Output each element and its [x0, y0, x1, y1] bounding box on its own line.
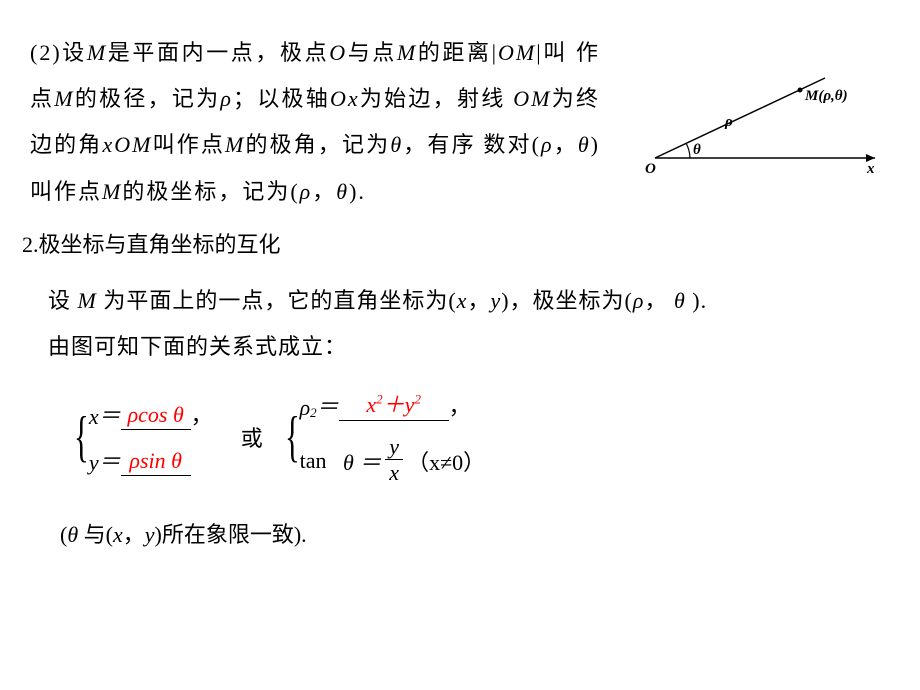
left-brace-icon: { — [74, 409, 89, 465]
equals: ＝ — [99, 398, 121, 430]
point-M — [798, 88, 803, 93]
eq-x: x＝ρcos θ， — [89, 398, 213, 430]
var-rho: ρ — [300, 179, 313, 204]
var-O: O — [329, 40, 347, 65]
text: 数对( — [483, 132, 541, 157]
polar-diagram: M(ρ,θ) ρ θ O x — [635, 58, 890, 178]
text: 的极坐标，记为( — [122, 179, 299, 204]
var-M: M — [102, 179, 122, 204]
text: 是平面内一点，极点 — [107, 40, 329, 65]
angle-arc — [686, 143, 690, 158]
var-M: M — [54, 86, 74, 111]
var-rho: ρ — [541, 132, 554, 157]
var-M: M — [397, 40, 417, 65]
text: 与( — [78, 522, 113, 547]
text: (2)设 — [30, 40, 87, 65]
or-text: 或 — [241, 421, 263, 453]
var-Ox: Ox — [330, 86, 360, 111]
text: ， — [312, 179, 336, 204]
paragraph-conversion: 设 M 为平面上的一点，它的直角坐标为(x，y)，极坐标为(ρ， θ ). — [48, 277, 890, 325]
left-brace-icon: { — [285, 409, 300, 465]
eq-tan: tan θ ＝ y x （x≠0） — [300, 435, 486, 487]
formula-block: { x＝ρcos θ， y＝ρsin θ 或 { ρ2＝x2＋y2， tan θ… — [68, 387, 890, 487]
var-theta: θ — [67, 522, 78, 547]
paragraph-relation: 由图可知下面的关系式成立： — [48, 325, 890, 369]
equals: ＝ — [317, 389, 339, 421]
brace-group-left: { x＝ρcos θ， y＝ρsin θ — [68, 398, 213, 476]
tail-note: (θ 与(x，y)所在象限一致). — [60, 517, 890, 549]
var-theta: θ — [336, 179, 349, 204]
answer-rho2: x2＋y2 — [339, 387, 449, 421]
text: ，有序 — [403, 132, 476, 157]
frac-num: y — [385, 435, 403, 460]
var-y: y — [490, 288, 501, 313]
comma: ， — [191, 398, 213, 430]
answer-y: ρsin θ — [121, 448, 191, 476]
var-M: M — [78, 288, 97, 313]
answer-x: ρcos θ — [121, 402, 191, 430]
eq-rho2: ρ2＝x2＋y2， — [300, 387, 486, 421]
condition: （x≠0） — [407, 445, 485, 477]
text: |叫 — [536, 40, 568, 65]
text: 设 — [48, 288, 78, 313]
var-rho: ρ — [220, 86, 233, 111]
label-x: x — [866, 161, 875, 177]
var-theta: θ — [578, 132, 591, 157]
var-theta: θ — [674, 288, 686, 313]
label-O: O — [645, 161, 656, 177]
var-xOM: xOM — [102, 132, 152, 157]
label-theta: θ — [693, 142, 701, 158]
text: 的极角，记为 — [245, 132, 390, 157]
comma: ， — [449, 389, 471, 421]
var-rho: ρ — [633, 288, 645, 313]
theta-eq: θ ＝ — [343, 445, 381, 477]
text: ， — [644, 288, 674, 313]
var-M: M — [87, 40, 107, 65]
paragraph-polar-def: (2)设M是平面内一点，极点O与点M的距离|OM|叫 作点M的极径，记为ρ；以极… — [30, 30, 600, 215]
text: )所在象限一致). — [155, 522, 307, 547]
var-M: M — [225, 132, 245, 157]
label-rho: ρ — [724, 114, 733, 130]
text: 为平面上的一点，它的直角坐标为( — [97, 288, 457, 313]
var-x: x — [113, 522, 123, 547]
lhs: ρ — [300, 395, 311, 421]
text: 为始边，射线 — [360, 86, 506, 111]
lhs: y — [89, 450, 99, 476]
text: ， — [467, 288, 490, 313]
text: ). — [349, 179, 366, 204]
tan: tan — [300, 448, 327, 474]
fraction-yx: y x — [385, 435, 403, 487]
text: ， — [554, 132, 578, 157]
text: ). — [686, 288, 707, 313]
var-theta: θ — [390, 132, 403, 157]
text: ；以极轴 — [233, 86, 330, 111]
text: 与点 — [347, 40, 397, 65]
frac-den: x — [385, 460, 403, 486]
text: 的极径，记为 — [75, 86, 221, 111]
text: ， — [123, 522, 145, 547]
var-OM: OM — [498, 40, 536, 65]
text: 叫作点 — [152, 132, 225, 157]
equals: ＝ — [99, 444, 121, 476]
text: 的距离| — [417, 40, 498, 65]
label-M: M(ρ,θ) — [804, 88, 848, 104]
lhs: x — [89, 404, 99, 430]
var-x: x — [457, 288, 468, 313]
text: )，极坐标为( — [501, 288, 633, 313]
brace-group-right: { ρ2＝x2＋y2， tan θ ＝ y x （x≠0） — [279, 387, 485, 487]
var-OM: OM — [513, 86, 551, 111]
eq-y: y＝ρsin θ — [89, 444, 213, 476]
section-title-2: 2.极坐标与直角坐标的互化 — [22, 223, 890, 267]
var-y: y — [145, 522, 155, 547]
